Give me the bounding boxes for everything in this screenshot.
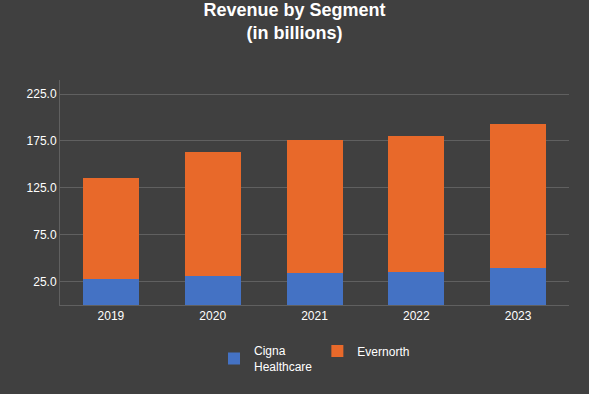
- svg-text:Revenue by Segment(in billions: Revenue by Segment(in billions): [203, 0, 385, 43]
- svg-text:125.0: 125.0: [27, 181, 57, 195]
- svg-text:2022: 2022: [403, 309, 430, 323]
- svg-text:Evernorth: Evernorth: [357, 345, 409, 359]
- svg-text:25.0: 25.0: [33, 275, 57, 289]
- svg-text:225.0: 225.0: [27, 87, 57, 101]
- svg-text:CignaHealthcare: CignaHealthcare: [254, 344, 312, 374]
- svg-text:2019: 2019: [98, 309, 125, 323]
- svg-text:2020: 2020: [199, 309, 226, 323]
- svg-text:2023: 2023: [505, 309, 532, 323]
- svg-text:2021: 2021: [301, 309, 328, 323]
- svg-text:175.0: 175.0: [27, 134, 57, 148]
- svg-text:75.0: 75.0: [33, 228, 57, 242]
